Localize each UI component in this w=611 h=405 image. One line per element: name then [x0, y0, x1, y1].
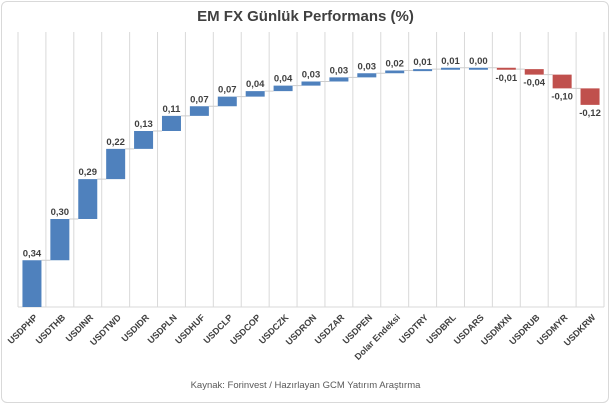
- bar: [385, 70, 405, 74]
- bar-value-label: 0,29: [79, 167, 98, 178]
- bar: [22, 260, 42, 307]
- bar-value-label: 0,02: [385, 59, 404, 70]
- chart-title: EM FX Günlük Performans (%): [197, 8, 414, 25]
- bar-value-label: 0,11: [162, 104, 181, 115]
- bar: [245, 91, 265, 97]
- bar-value-label: 0,13: [134, 119, 153, 130]
- category-label: USDCOP: [228, 312, 262, 346]
- bar-value-label: 0,07: [190, 94, 209, 105]
- bar-value-label: 0,03: [358, 61, 377, 72]
- bar-value-label: 0,01: [413, 57, 432, 68]
- bar: [441, 67, 461, 70]
- bar-value-label: -0,04: [523, 78, 545, 89]
- bar-value-label: -0,01: [496, 73, 518, 84]
- bar-value-label: 0,04: [246, 79, 265, 90]
- bar-value-label: 0,30: [51, 207, 70, 218]
- category-label: USDHUF: [173, 312, 207, 346]
- bar-value-label: -0,10: [551, 91, 573, 102]
- bar-value-label: 0,01: [441, 56, 460, 67]
- category-label: USDRON: [284, 312, 319, 347]
- bar: [50, 219, 70, 261]
- bar: [161, 115, 181, 131]
- bar-value-label: -0,12: [579, 108, 601, 119]
- bar-value-label: 0,07: [218, 85, 237, 96]
- bar-value-label: 0,03: [302, 70, 321, 81]
- bar: [524, 69, 544, 75]
- category-label: USDTHB: [34, 312, 68, 346]
- category-label: USDTWD: [88, 312, 123, 347]
- bar: [78, 179, 98, 219]
- bar: [329, 77, 349, 82]
- bar: [552, 74, 572, 89]
- bar-value-label: 0,04: [274, 74, 293, 85]
- bar: [301, 81, 321, 86]
- source-note: Kaynak: Forinvest / Hazırlayan GCM Yatır…: [190, 380, 421, 391]
- bar-value-label: 0,00: [469, 56, 488, 67]
- bar: [580, 88, 600, 105]
- bar: [273, 85, 293, 92]
- bar: [468, 67, 488, 70]
- bar: [106, 148, 126, 180]
- bar-value-label: 0,34: [23, 248, 42, 259]
- bar: [134, 131, 154, 149]
- bar-value-label: 0,03: [330, 65, 349, 76]
- bar: [413, 69, 433, 72]
- bar: [189, 106, 209, 116]
- bar: [496, 67, 516, 70]
- bar-value-label: 0,22: [106, 137, 125, 148]
- bar: [217, 96, 237, 107]
- bar: [357, 73, 377, 78]
